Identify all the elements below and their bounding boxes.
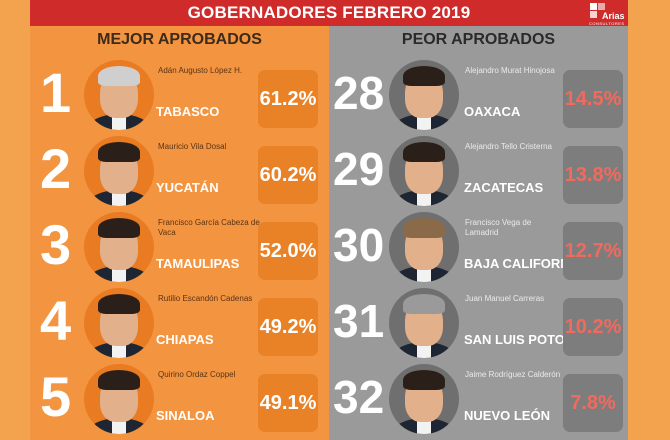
logo-square-icon xyxy=(598,3,605,10)
approval-badge: 14.5% xyxy=(563,70,623,128)
brand-logo: Arias CONSULTORES xyxy=(588,2,625,26)
list-item: 5 Quirino Ordaz Coppel SINALOA 49.1% xyxy=(30,360,329,436)
rank-number: 1 xyxy=(40,61,72,124)
rank-number: 28 xyxy=(333,67,385,119)
avatar xyxy=(389,212,459,282)
state-name: TAMAULIPAS xyxy=(156,256,240,271)
avatar xyxy=(84,288,154,358)
list-item: 3 Francisco García Cabeza de Vaca TAMAUL… xyxy=(30,208,329,284)
page-title: GOBERNADORES FEBRERO 2019 xyxy=(187,3,471,22)
governor-name: Rutilio Escandón Cadenas xyxy=(158,294,253,303)
governor-name: Jaime Rodríguez Calderón xyxy=(465,370,561,379)
title-bar: GOBERNADORES FEBRERO 2019 Arias CONSULTO… xyxy=(30,0,628,26)
state-name: TABASCO xyxy=(156,104,220,119)
state-name: YUCATÁN xyxy=(156,180,219,195)
rank-number: 5 xyxy=(40,365,72,428)
approval-badge: 10.2% xyxy=(563,298,623,356)
approval-badge: 60.2% xyxy=(258,146,318,204)
worst-approved-panel: PEOR APROBADOS 28 Alejandro Murat Hinojo… xyxy=(329,26,628,440)
governor-name: Alejandro Tello Cristerna xyxy=(465,142,553,151)
avatar xyxy=(84,364,154,434)
rank-number: 3 xyxy=(40,213,72,276)
approval-badge: 52.0% xyxy=(258,222,318,280)
brand-subtitle: CONSULTORES xyxy=(589,21,625,26)
list-item: 1 Adán Augusto López H. TABASCO 61.2% xyxy=(30,56,329,132)
approval-badge: 12.7% xyxy=(563,222,623,280)
governor-name: Alejandro Murat Hinojosa xyxy=(465,66,555,75)
list-item: 2 Mauricio Vila Dosal YUCATÁN 60.2% xyxy=(30,132,329,208)
list-item: 28 Alejandro Murat Hinojosa OAXACA 14.5% xyxy=(329,56,628,132)
avatar xyxy=(84,136,154,206)
state-name: SAN LUIS POTOSÍ xyxy=(464,332,578,347)
brand-name: Arias xyxy=(602,11,625,21)
approval-badge: 61.2% xyxy=(258,70,318,128)
avatar xyxy=(389,136,459,206)
rank-number: 30 xyxy=(333,219,385,271)
logo-square-icon xyxy=(590,3,597,10)
state-name: BAJA CALIFORNIA xyxy=(464,256,583,271)
list-item: 4 Rutilio Escandón Cadenas CHIAPAS 49.2% xyxy=(30,284,329,360)
state-name: NUEVO LEÓN xyxy=(464,408,550,423)
state-name: CHIAPAS xyxy=(156,332,214,347)
list-item: 32 Jaime Rodríguez Calderón NUEVO LEÓN 7… xyxy=(329,360,628,436)
governor-name: Adán Augusto López H. xyxy=(158,66,243,75)
approval-badge: 13.8% xyxy=(563,146,623,204)
governor-name: Francisco García Cabeza de Vaca xyxy=(158,218,260,237)
rank-number: 29 xyxy=(333,143,385,195)
approval-badge: 7.8% xyxy=(563,374,623,432)
state-name: ZACATECAS xyxy=(464,180,544,195)
list-item: 30 Francisco Vega de Lamadrid BAJA CALIF… xyxy=(329,208,628,284)
best-approved-panel: MEJOR APROBADOS 1 Adán Augusto López H. … xyxy=(30,26,329,440)
governor-name: Juan Manuel Carreras xyxy=(465,294,545,303)
rank-number: 31 xyxy=(333,295,385,347)
worst-heading: PEOR APROBADOS xyxy=(401,31,556,48)
approval-badge: 49.1% xyxy=(258,374,318,432)
rank-number: 4 xyxy=(40,289,72,352)
governor-name: Mauricio Vila Dosal xyxy=(158,142,227,151)
governor-name: Quirino Ordaz Coppel xyxy=(158,370,236,379)
avatar xyxy=(389,364,459,434)
infographic: GOBERNADORES FEBRERO 2019 Arias CONSULTO… xyxy=(30,0,628,440)
avatar xyxy=(389,288,459,358)
rank-number: 32 xyxy=(333,371,385,423)
list-item: 29 Alejandro Tello Cristerna ZACATECAS 1… xyxy=(329,132,628,208)
state-name: OAXACA xyxy=(464,104,521,119)
avatar xyxy=(389,60,459,130)
logo-square-icon xyxy=(590,11,597,18)
list-item: 31 Juan Manuel Carreras SAN LUIS POTOSÍ … xyxy=(329,284,628,360)
state-name: SINALOA xyxy=(156,408,215,423)
avatar xyxy=(84,212,154,282)
best-heading: MEJOR APROBADOS xyxy=(97,31,262,48)
rank-number: 2 xyxy=(40,137,72,200)
governor-name: Francisco Vega de Lamadrid xyxy=(465,218,532,237)
avatar xyxy=(84,60,154,130)
approval-badge: 49.2% xyxy=(258,298,318,356)
